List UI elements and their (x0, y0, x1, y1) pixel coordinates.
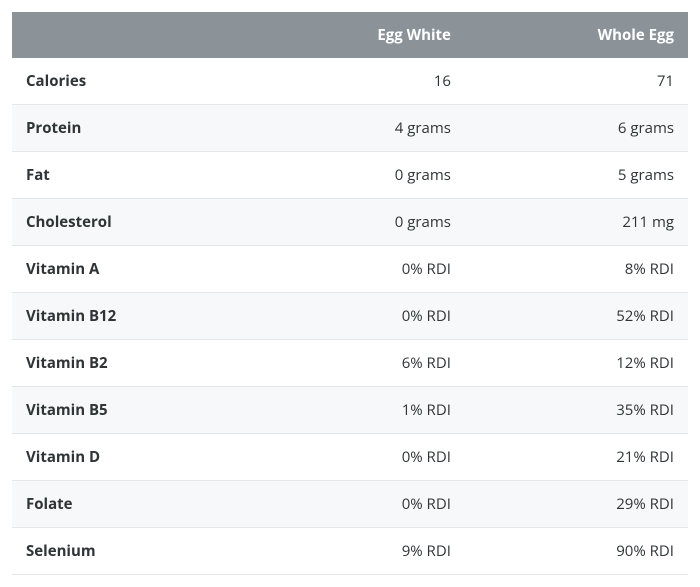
row-value: 211 mg (465, 199, 688, 246)
row-value: 0 grams (242, 152, 465, 199)
row-value: 16 (242, 58, 465, 105)
col-header-blank (12, 12, 242, 58)
table-row: Vitamin B5 1% RDI 35% RDI (12, 387, 688, 434)
row-label: Vitamin B5 (12, 387, 242, 434)
row-value: 8% RDI (465, 246, 688, 293)
table-row: Vitamin A 0% RDI 8% RDI (12, 246, 688, 293)
col-header-whole-egg: Whole Egg (465, 12, 688, 58)
row-value: 29% RDI (465, 481, 688, 528)
table-row: Protein 4 grams 6 grams (12, 105, 688, 152)
table-row: Selenium 9% RDI 90% RDI (12, 528, 688, 575)
row-value: 4 grams (242, 105, 465, 152)
table-row: Vitamin B12 0% RDI 52% RDI (12, 293, 688, 340)
table-row: Vitamin B2 6% RDI 12% RDI (12, 340, 688, 387)
row-value: 0% RDI (242, 246, 465, 293)
table-row: Cholesterol 0 grams 211 mg (12, 199, 688, 246)
row-value: 0% RDI (242, 481, 465, 528)
row-label: Folate (12, 481, 242, 528)
row-value: 0 grams (242, 199, 465, 246)
row-label: Vitamin D (12, 434, 242, 481)
row-value: 9% RDI (242, 528, 465, 575)
row-value: 71 (465, 58, 688, 105)
row-value: 1% RDI (242, 387, 465, 434)
row-value: 12% RDI (465, 340, 688, 387)
table-row: Fat 0 grams 5 grams (12, 152, 688, 199)
nutrition-table: Egg White Whole Egg Calories 16 71 Prote… (12, 12, 688, 575)
row-value: 6% RDI (242, 340, 465, 387)
row-label: Protein (12, 105, 242, 152)
row-value: 0% RDI (242, 434, 465, 481)
row-label: Calories (12, 58, 242, 105)
table-header-row: Egg White Whole Egg (12, 12, 688, 58)
row-value: 35% RDI (465, 387, 688, 434)
row-label: Cholesterol (12, 199, 242, 246)
row-value: 90% RDI (465, 528, 688, 575)
row-value: 6 grams (465, 105, 688, 152)
row-value: 52% RDI (465, 293, 688, 340)
row-value: 21% RDI (465, 434, 688, 481)
row-label: Selenium (12, 528, 242, 575)
table-row: Folate 0% RDI 29% RDI (12, 481, 688, 528)
row-value: 5 grams (465, 152, 688, 199)
row-label: Fat (12, 152, 242, 199)
row-label: Vitamin B2 (12, 340, 242, 387)
col-header-egg-white: Egg White (242, 12, 465, 58)
table-row: Calories 16 71 (12, 58, 688, 105)
table-row: Vitamin D 0% RDI 21% RDI (12, 434, 688, 481)
row-label: Vitamin A (12, 246, 242, 293)
row-label: Vitamin B12 (12, 293, 242, 340)
row-value: 0% RDI (242, 293, 465, 340)
